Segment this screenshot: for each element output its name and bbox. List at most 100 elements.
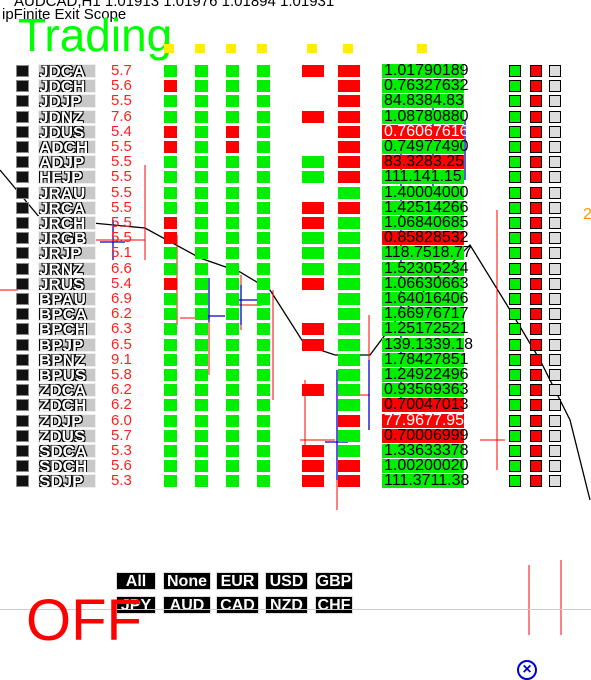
sell-button[interactable]: [530, 445, 542, 457]
row-select-checkbox[interactable]: [16, 323, 29, 336]
currency-button-nzd[interactable]: NZD: [265, 596, 308, 614]
buy-button[interactable]: [509, 201, 521, 214]
close-button[interactable]: [549, 353, 561, 366]
sell-button[interactable]: [530, 429, 542, 442]
row-select-checkbox[interactable]: [16, 95, 29, 108]
buy-button[interactable]: [509, 353, 521, 366]
row-select-checkbox[interactable]: [16, 308, 29, 321]
buy-button[interactable]: [509, 232, 521, 245]
sell-button[interactable]: [530, 65, 542, 77]
row-select-checkbox[interactable]: [16, 110, 29, 123]
symbol-name[interactable]: BPNZ: [38, 352, 96, 367]
buy-button[interactable]: [509, 475, 521, 488]
row-select-checkbox[interactable]: [16, 475, 29, 488]
row-select-checkbox[interactable]: [16, 277, 29, 290]
sell-button[interactable]: [530, 186, 542, 199]
close-button[interactable]: [549, 141, 561, 153]
buy-button[interactable]: [509, 323, 521, 336]
close-button[interactable]: [549, 110, 561, 123]
row-select-checkbox[interactable]: [16, 141, 29, 153]
buy-button[interactable]: [509, 369, 521, 381]
row-select-checkbox[interactable]: [16, 232, 29, 245]
symbol-name[interactable]: JRAU: [38, 185, 96, 200]
currency-button-none[interactable]: None: [163, 572, 211, 590]
sell-button[interactable]: [530, 95, 542, 108]
symbol-name[interactable]: JRUS: [38, 276, 96, 291]
close-button[interactable]: [549, 186, 561, 199]
sell-button[interactable]: [530, 125, 542, 138]
currency-button-chf[interactable]: CHF: [315, 596, 353, 614]
close-button[interactable]: [549, 217, 561, 229]
buy-button[interactable]: [509, 217, 521, 229]
buy-button[interactable]: [509, 308, 521, 321]
symbol-name[interactable]: JRCH: [38, 216, 96, 230]
buy-button[interactable]: [509, 125, 521, 138]
close-button[interactable]: [549, 399, 561, 412]
sell-button[interactable]: [530, 460, 542, 473]
buy-button[interactable]: [509, 65, 521, 77]
close-button[interactable]: [549, 232, 561, 245]
sell-button[interactable]: [530, 277, 542, 290]
symbol-name[interactable]: JRNZ: [38, 261, 96, 276]
symbol-name[interactable]: JRJP: [38, 246, 96, 261]
row-select-checkbox[interactable]: [16, 171, 29, 184]
sell-button[interactable]: [530, 80, 542, 93]
sell-button[interactable]: [530, 247, 542, 260]
symbol-name[interactable]: ZDCH: [38, 398, 96, 413]
sell-button[interactable]: [530, 201, 542, 214]
sell-button[interactable]: [530, 369, 542, 381]
buy-button[interactable]: [509, 460, 521, 473]
buy-button[interactable]: [509, 399, 521, 412]
symbol-name[interactable]: HFJP: [38, 170, 96, 185]
close-button[interactable]: [549, 384, 561, 397]
symbol-name[interactable]: JDJP: [38, 94, 96, 109]
symbol-name[interactable]: SDJP: [38, 474, 96, 489]
row-select-checkbox[interactable]: [16, 399, 29, 412]
close-button[interactable]: [549, 201, 561, 214]
close-button[interactable]: [549, 445, 561, 457]
symbol-name[interactable]: JDUS: [38, 124, 96, 139]
sell-button[interactable]: [530, 141, 542, 153]
symbol-name[interactable]: BPCA: [38, 307, 96, 322]
currency-button-eur[interactable]: EUR: [216, 572, 259, 590]
close-button[interactable]: [549, 156, 561, 169]
sell-button[interactable]: [530, 353, 542, 366]
sell-button[interactable]: [530, 232, 542, 245]
symbol-name[interactable]: SDCH: [38, 459, 96, 474]
buy-button[interactable]: [509, 186, 521, 199]
symbol-name[interactable]: SDCA: [38, 444, 96, 458]
row-select-checkbox[interactable]: [16, 247, 29, 260]
buy-button[interactable]: [509, 247, 521, 260]
row-select-checkbox[interactable]: [16, 414, 29, 427]
symbol-name[interactable]: JDCH: [38, 79, 96, 94]
symbol-name[interactable]: BPUS: [38, 368, 96, 382]
row-select-checkbox[interactable]: [16, 125, 29, 138]
close-button[interactable]: [549, 65, 561, 77]
sell-button[interactable]: [530, 262, 542, 275]
sell-button[interactable]: [530, 156, 542, 169]
symbol-name[interactable]: JRGB: [38, 231, 96, 246]
buy-button[interactable]: [509, 95, 521, 108]
buy-button[interactable]: [509, 80, 521, 93]
buy-button[interactable]: [509, 171, 521, 184]
sell-button[interactable]: [530, 414, 542, 427]
close-button[interactable]: [549, 171, 561, 184]
sell-button[interactable]: [530, 110, 542, 123]
close-button[interactable]: [549, 125, 561, 138]
row-select-checkbox[interactable]: [16, 445, 29, 457]
row-select-checkbox[interactable]: [16, 338, 29, 351]
row-select-checkbox[interactable]: [16, 156, 29, 169]
currency-button-aud[interactable]: AUD: [163, 596, 211, 614]
symbol-name[interactable]: BPJP: [38, 337, 96, 352]
close-button[interactable]: [549, 460, 561, 473]
currency-button-all[interactable]: All: [116, 572, 156, 590]
buy-button[interactable]: [509, 262, 521, 275]
currency-button-cad[interactable]: CAD: [216, 596, 259, 614]
row-select-checkbox[interactable]: [16, 293, 29, 305]
buy-button[interactable]: [509, 277, 521, 290]
row-select-checkbox[interactable]: [16, 186, 29, 199]
sell-button[interactable]: [530, 217, 542, 229]
buy-button[interactable]: [509, 445, 521, 457]
sell-button[interactable]: [530, 338, 542, 351]
close-button[interactable]: [549, 293, 561, 305]
